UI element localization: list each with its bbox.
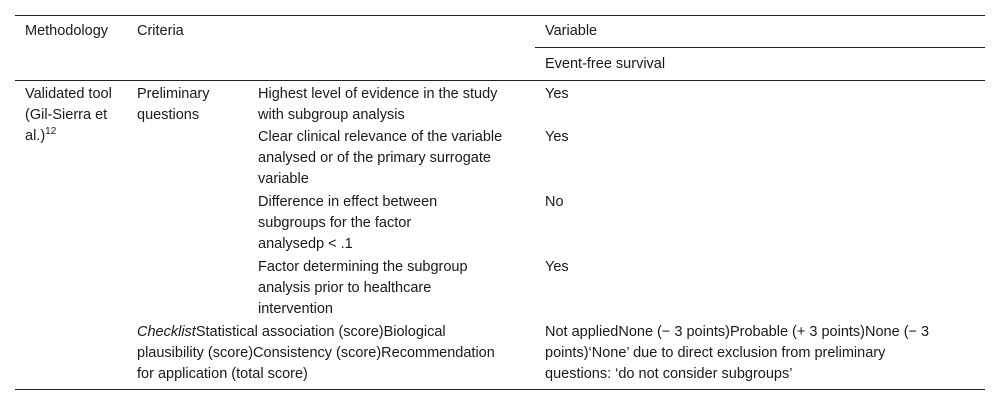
- header-methodology: Methodology: [25, 23, 109, 39]
- criterion-row-2: Clear clinical relevance of the variable…: [258, 129, 503, 187]
- methodology-label: Validated tool (Gil-Sierra et al.): [25, 86, 112, 144]
- value-row-3: No: [545, 194, 564, 210]
- bottom-rule: [15, 389, 985, 390]
- value-row-4: Yes: [545, 259, 569, 275]
- header-event-free-survival: Event-free survival: [545, 56, 666, 72]
- checklist-text: Statistical association (score)Biologica…: [137, 324, 495, 382]
- header-variable: Variable: [545, 23, 598, 39]
- checklist-label: Checklist: [137, 324, 196, 340]
- header-criteria: Criteria: [137, 23, 184, 39]
- value-row-1: Yes: [545, 86, 569, 102]
- header-bottom-rule: [15, 80, 985, 81]
- criterion-row-1: Highest level of evidence in the study w…: [258, 86, 498, 123]
- criterion-row-4: Factor determining the subgroup analysis…: [258, 259, 468, 317]
- criterion-row-3: Difference in effect between subgroups f…: [258, 194, 438, 252]
- checklist-criteria: ChecklistStatistical association (score)…: [137, 322, 509, 385]
- methodology-cell: Validated tool (Gil-Sierra et al.)12: [25, 84, 120, 147]
- top-rule: [15, 15, 985, 16]
- value-row-2: Yes: [545, 129, 569, 145]
- reference-superscript: 12: [45, 126, 57, 138]
- checklist-value: Not appliedNone (− 3 points)Probable (+ …: [545, 324, 930, 382]
- preliminary-questions-label: Preliminary questions: [137, 86, 210, 123]
- variable-rule: [535, 47, 985, 48]
